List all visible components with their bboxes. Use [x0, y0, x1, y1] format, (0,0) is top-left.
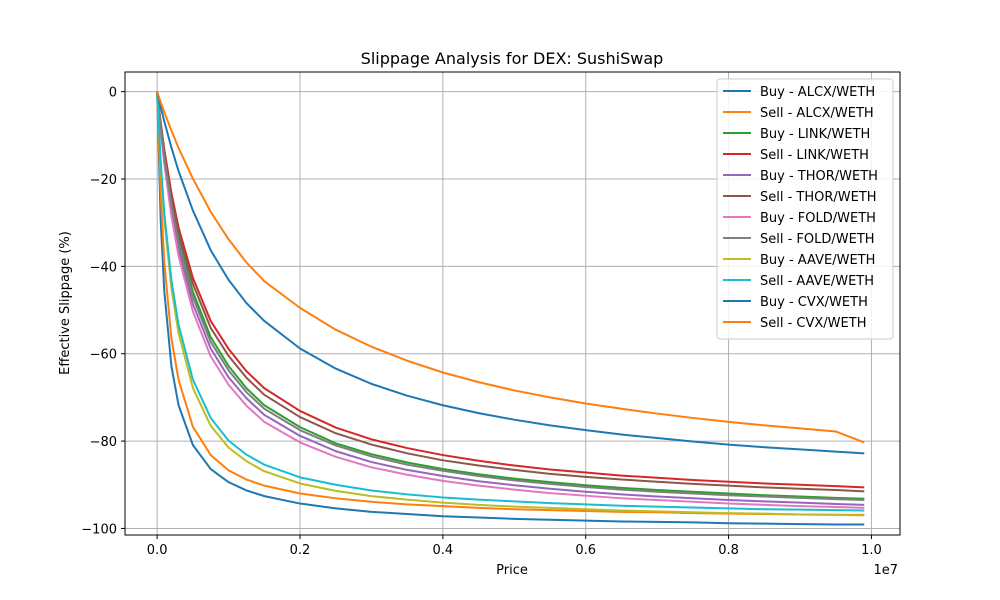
legend-box: [716, 78, 894, 340]
series-line-5: [156, 91, 865, 493]
x-axis-offset-label: 1e7: [873, 563, 898, 578]
y-tick-label: −80: [90, 435, 117, 450]
y-axis-label: Effective Slippage (%): [58, 231, 73, 375]
series-line-6: [156, 91, 865, 509]
legend-label: Buy - CVX/WETH: [760, 295, 868, 310]
legend-label: Buy - LINK/WETH: [760, 127, 870, 142]
legend-label: Sell - ALCX/WETH: [760, 106, 874, 121]
legend-label: Sell - FOLD/WETH: [760, 232, 875, 247]
series-line-2: [156, 91, 865, 500]
chart-title: Slippage Analysis for DEX: SushiSwap: [361, 49, 664, 68]
x-tick-label: 0.6: [575, 543, 596, 558]
legend-label: Buy - THOR/WETH: [760, 169, 878, 184]
y-tick-label: −100: [81, 522, 117, 537]
legend-label: Sell - LINK/WETH: [760, 148, 869, 163]
x-tick-label: 0.0: [147, 543, 168, 558]
legend-label: Sell - CVX/WETH: [760, 316, 866, 331]
legend-label: Sell - AAVE/WETH: [760, 274, 874, 289]
legend: Buy - ALCX/WETH Sell - ALCX/WETH Buy - LIN…: [716, 78, 894, 340]
legend-label: Buy - ALCX/WETH: [760, 85, 875, 100]
x-tick-label: 1.0: [861, 543, 882, 558]
y-tick-label: −60: [90, 348, 117, 363]
x-tick-label: 0.2: [290, 543, 311, 558]
x-tick-label: 0.4: [433, 543, 454, 558]
series-line-10: [156, 91, 865, 455]
series-line-8: [156, 91, 865, 517]
legend-label: Buy - AAVE/WETH: [760, 253, 875, 268]
series-line-4: [156, 91, 865, 506]
series-lines: [156, 91, 865, 526]
y-tick-label: 0: [109, 86, 117, 101]
series-line-3: [156, 91, 865, 489]
legend-label: Buy - FOLD/WETH: [760, 211, 876, 226]
plot-frame: [124, 71, 901, 536]
series-line-9: [156, 91, 865, 512]
x-tick-label: 0.8: [718, 543, 739, 558]
series-line-0: [156, 91, 865, 526]
x-axis-label: Price: [496, 563, 528, 578]
y-tick-label: −40: [90, 260, 117, 275]
series-line-7: [156, 91, 865, 502]
axis-ticks: 0.0 0.2 0.4 0.6 0.8 1.0 0 −20 −40 −60 −80 −100: [81, 86, 881, 558]
y-tick-label: −20: [90, 173, 117, 188]
legend-label: Sell - THOR/WETH: [760, 190, 877, 205]
series-line-11: [156, 91, 865, 444]
